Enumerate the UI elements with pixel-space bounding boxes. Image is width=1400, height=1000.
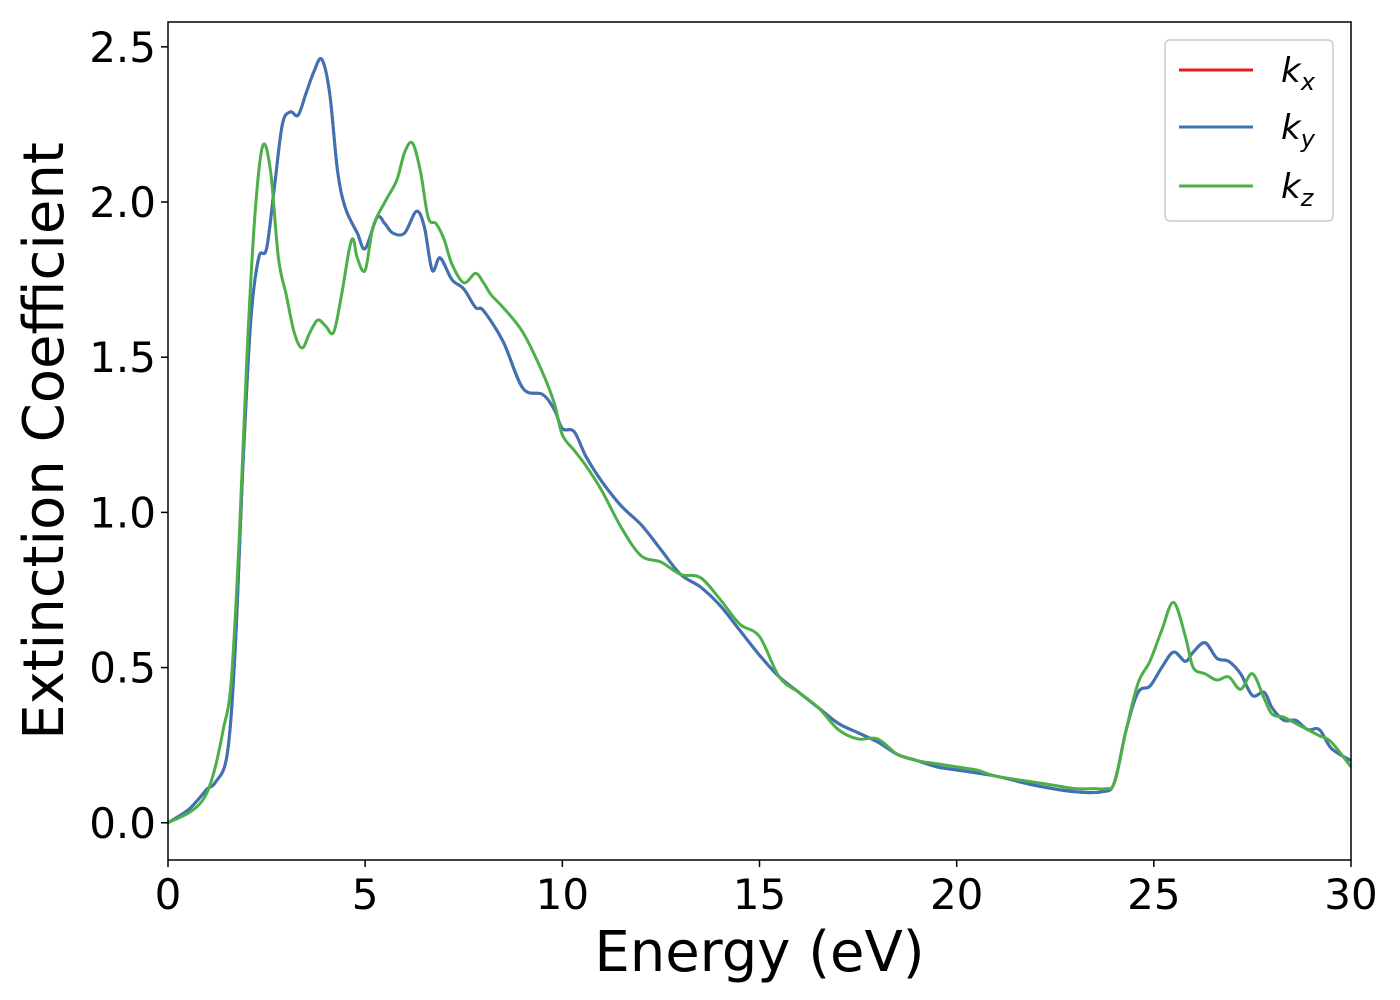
legend-label-kx: kx: [1281, 51, 1316, 96]
legend: kx ky kz: [1164, 39, 1334, 222]
y-tick-label: 2.0: [89, 178, 156, 227]
y-axis-ticks: 0.0 0.5 1.0 1.5 2.0 2.5: [89, 23, 168, 848]
x-tick-label: 25: [1127, 870, 1180, 919]
x-axis-ticks: 0 5 10 15 20 25 30: [155, 860, 1378, 919]
x-tick-label: 30: [1324, 870, 1377, 919]
y-axis-label: Extinction Coefficient: [12, 142, 77, 740]
series-line-ky: [167, 57, 1352, 825]
x-tick-label: 15: [733, 870, 786, 919]
legend-label-kz: kz: [1281, 167, 1315, 212]
y-tick-label: 2.5: [89, 23, 156, 72]
series-layer: [167, 57, 1353, 825]
x-tick-label: 0: [155, 870, 182, 919]
x-axis-label: Energy (eV): [594, 920, 924, 985]
plot-area: [168, 22, 1351, 860]
x-tick-label: 5: [352, 870, 379, 919]
y-tick-label: 0.0: [89, 799, 156, 848]
legend-box: [1164, 39, 1334, 222]
x-tick-label: 10: [536, 870, 589, 919]
legend-label-ky: ky: [1281, 108, 1316, 153]
y-tick-label: 1.0: [89, 488, 156, 537]
y-tick-label: 1.5: [89, 333, 156, 382]
series-line-kz: [167, 140, 1353, 825]
x-tick-label: 20: [930, 870, 983, 919]
y-tick-label: 0.5: [89, 644, 156, 693]
